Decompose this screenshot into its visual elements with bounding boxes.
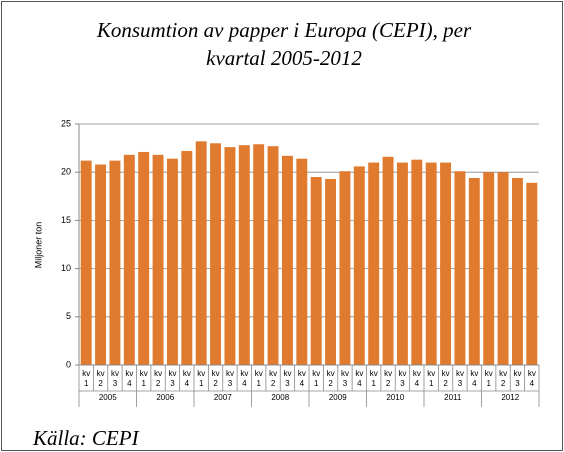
bar	[425, 162, 437, 365]
group-label: 2008	[271, 393, 290, 402]
group-label: 2006	[156, 393, 175, 402]
group-label: 2009	[328, 393, 347, 402]
bar	[138, 151, 150, 365]
x-tick-label: kv 1	[369, 369, 378, 388]
group-label: 2012	[501, 393, 520, 402]
bar	[210, 143, 222, 365]
bar	[440, 162, 452, 365]
bar	[181, 150, 193, 365]
x-tick-label: kv 2	[326, 369, 335, 388]
x-tick-label: kv 4	[240, 369, 249, 388]
y-tick-label: 10	[61, 263, 71, 273]
x-tick-label: kv 4	[182, 369, 191, 388]
x-tick-label: kv 2	[499, 369, 508, 388]
x-tick-label: kv 4	[527, 369, 536, 388]
x-tick-label: kv 1	[197, 369, 206, 388]
bar	[526, 182, 538, 365]
bar	[483, 172, 495, 365]
bar	[267, 146, 279, 365]
bar	[109, 160, 121, 365]
x-tick-label: kv 2	[384, 369, 393, 388]
x-tick-label: kv 1	[82, 369, 91, 388]
bar	[224, 147, 236, 365]
bar	[353, 166, 365, 365]
x-tick-label: kv 4	[125, 369, 134, 388]
bar	[253, 144, 265, 365]
x-tick-label: kv 4	[297, 369, 306, 388]
bar	[411, 159, 423, 365]
bar	[123, 154, 135, 365]
bar	[296, 158, 308, 365]
group-label: 2005	[98, 393, 117, 402]
x-tick-label: kv 4	[412, 369, 421, 388]
bar	[152, 154, 164, 365]
bar	[281, 155, 293, 365]
x-tick-label: kv 2	[441, 369, 450, 388]
bar	[95, 164, 107, 365]
x-tick-label: kv 1	[312, 369, 321, 388]
group-label: 2011	[444, 393, 462, 402]
x-tick-label: kv 3	[283, 369, 292, 388]
source: Källa: CEPI	[33, 426, 139, 450]
bar	[511, 177, 523, 365]
bar	[80, 160, 92, 365]
bar	[382, 156, 394, 365]
x-tick-label: kv 4	[355, 369, 364, 388]
bar	[339, 171, 351, 365]
bar	[468, 177, 480, 365]
x-tick-label: kv 3	[110, 369, 119, 388]
x-tick-label: kv 1	[139, 369, 148, 388]
x-tick-label: kv 1	[484, 369, 493, 388]
x-tick-label: kv 2	[154, 369, 163, 388]
y-tick-label: 0	[66, 359, 71, 369]
x-tick-label: kv 3	[455, 369, 464, 388]
bar	[368, 162, 380, 365]
bar	[238, 145, 250, 365]
bar	[497, 172, 509, 365]
x-tick-label: kv 3	[225, 369, 234, 388]
x-tick-label: kv 1	[254, 369, 263, 388]
bar	[166, 158, 178, 365]
bar	[396, 162, 408, 365]
y-axis-label: Miljoner ton	[33, 222, 43, 269]
x-tick-label: kv 1	[427, 369, 436, 388]
y-tick-label: 15	[61, 215, 71, 225]
x-tick-label: kv 2	[269, 369, 278, 388]
group-label: 2010	[386, 393, 405, 402]
y-tick-label: 5	[66, 311, 71, 321]
x-tick-label: kv 2	[96, 369, 105, 388]
bar	[454, 171, 466, 365]
x-tick-label: kv 3	[398, 369, 407, 388]
chart-title: Konsumtion av papper i Europa (CEPI), pe…	[96, 18, 472, 70]
x-tick-label: kv 3	[340, 369, 349, 388]
x-tick-label: kv 2	[211, 369, 220, 388]
y-tick-label: 20	[61, 167, 71, 177]
bar	[325, 178, 337, 365]
group-label: 2007	[213, 393, 232, 402]
y-tick-label: 25	[61, 118, 71, 128]
x-tick-label: kv 4	[470, 369, 479, 388]
bar	[310, 177, 322, 365]
x-tick-label: kv 3	[513, 369, 522, 388]
x-tick-label: kv 3	[168, 369, 177, 388]
bar	[195, 141, 207, 365]
